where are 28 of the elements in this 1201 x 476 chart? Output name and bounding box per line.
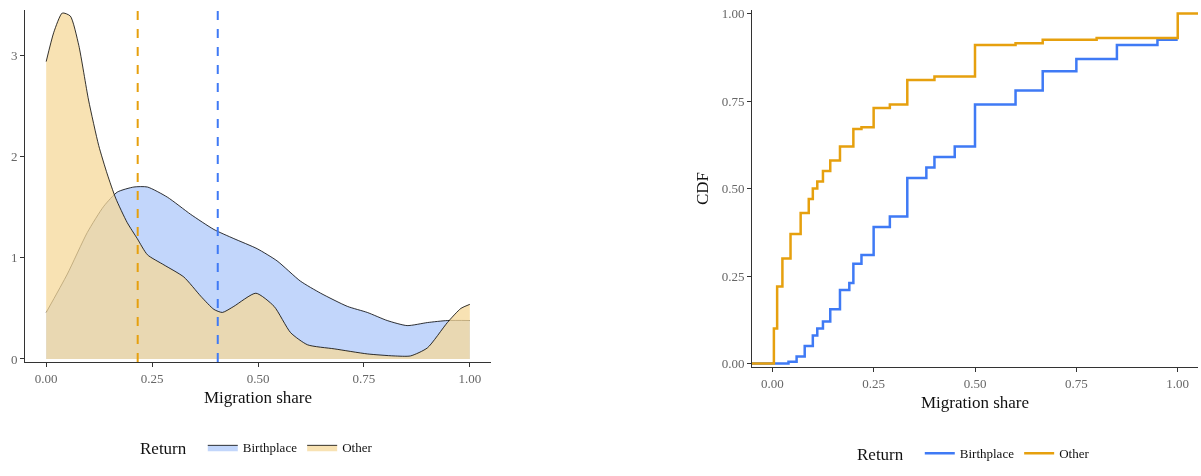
- legend-label: Other: [342, 440, 373, 456]
- x-tick-label: 0.50: [246, 370, 270, 386]
- x-tick-label: 0.75: [1064, 375, 1088, 391]
- x-axis-title: Migration share: [203, 388, 313, 407]
- x-axis-title: Migration share: [920, 393, 1029, 412]
- x-tick-label: 1.00: [458, 370, 482, 386]
- x-tick-label: 1.00: [1165, 375, 1189, 391]
- y-tick-label: 2: [10, 149, 18, 165]
- y-tick-label: 0.75: [721, 93, 744, 109]
- legend-title: Return: [140, 439, 195, 459]
- y-tick-label: 1: [10, 250, 18, 266]
- x-tick-label: 0.00: [760, 375, 784, 391]
- legend-label: Birthplace: [959, 446, 1014, 462]
- y-axis-title: CDF: [692, 171, 712, 206]
- x-tick-label: 0.00: [34, 370, 58, 386]
- y-tick-label: 0.00: [721, 356, 744, 372]
- legend-label: Birthplace: [242, 440, 298, 456]
- legend-label: Other: [1058, 446, 1089, 462]
- y-tick-label: 0.25: [721, 268, 744, 284]
- y-tick-label: 3: [10, 48, 18, 64]
- x-tick-label: 0.75: [352, 370, 376, 386]
- y-tick-label: 1.00: [721, 6, 744, 22]
- x-tick-label: 0.25: [861, 375, 885, 391]
- x-tick-label: 0.50: [963, 375, 986, 391]
- y-tick-label: 0.50: [721, 181, 744, 197]
- x-tick-label: 0.25: [140, 370, 164, 386]
- y-tick-label: 0: [10, 351, 18, 367]
- legend-title: Return: [856, 445, 912, 465]
